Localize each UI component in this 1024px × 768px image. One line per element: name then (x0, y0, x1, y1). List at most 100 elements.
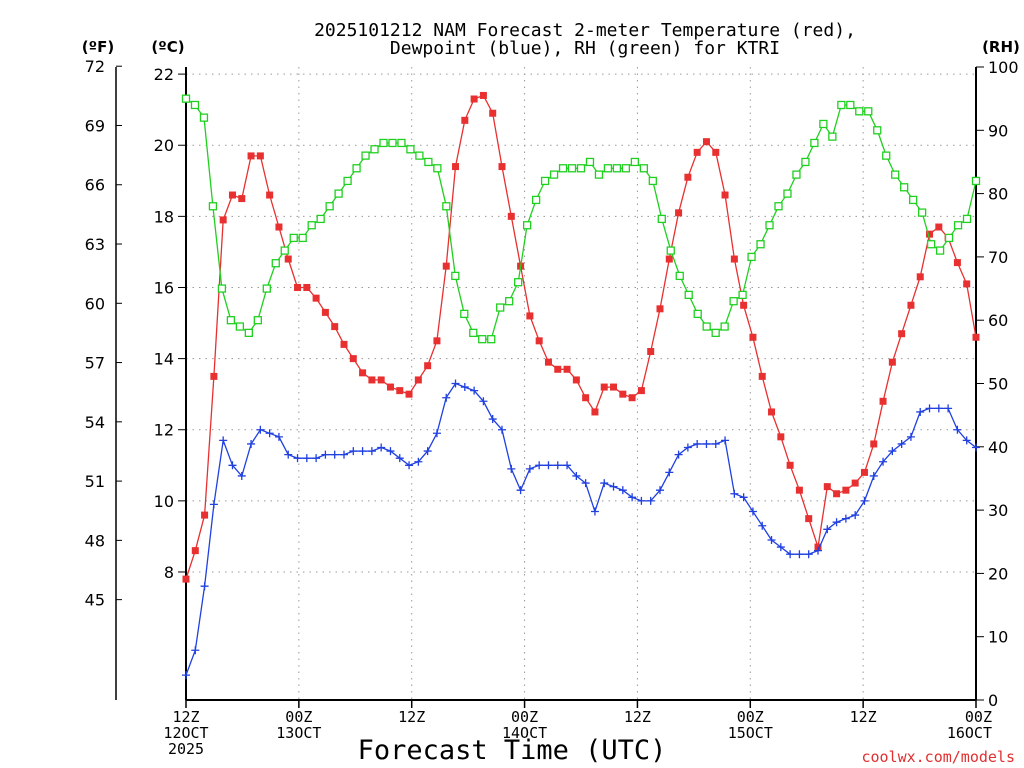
rh-axis-ticks: 0 10 20 30 40 50 60 70 80 90 100 (976, 58, 1019, 710)
temperature-point (201, 511, 209, 519)
dewpoint-point (600, 479, 609, 488)
dewpoint-point (525, 464, 534, 473)
dewpoint-point (274, 432, 283, 441)
dewpoint-point (888, 447, 897, 456)
chart-title: 2025101212 NAM Forecast 2-meter Temperat… (314, 20, 856, 41)
temperature-point (647, 347, 655, 355)
temperature-point (256, 152, 264, 160)
temperature-point (898, 330, 906, 338)
temperature-point (433, 337, 441, 345)
temperature-point (795, 486, 803, 494)
dewpoint-point (925, 404, 934, 413)
rh-point (442, 202, 451, 211)
temperature-point (823, 483, 831, 491)
dewpoint-point (721, 436, 730, 445)
dewpoint-point (823, 525, 832, 534)
series-plus (182, 379, 980, 680)
rh-point (882, 151, 891, 160)
dewpoint-point (730, 489, 739, 498)
rh-point (774, 202, 783, 211)
temperature-point (851, 479, 859, 487)
temperature-point (721, 191, 729, 199)
rh-point (594, 170, 604, 179)
rh-tick-label: 70 (988, 248, 1008, 267)
rh-point (909, 195, 918, 205)
dewpoint-point (498, 425, 506, 434)
unit-label-f: (ºF) (82, 38, 114, 56)
dewpoint-point (386, 447, 395, 456)
dewpoint-point (209, 500, 218, 509)
dewpoint-point (758, 521, 767, 530)
rh-point (540, 176, 550, 186)
dewpoint-point (312, 454, 321, 463)
rh-point (675, 271, 684, 281)
rh-tick-label: 20 (988, 564, 1008, 583)
rh-point (891, 170, 900, 179)
rh-point (496, 303, 505, 312)
temperature-point (340, 340, 348, 348)
f-tick-label: 69 (85, 116, 105, 135)
rh-point (738, 290, 747, 300)
rh-point (298, 233, 307, 243)
f-tick-label: 51 (85, 472, 105, 491)
temperature-point (610, 383, 618, 391)
rh-point (289, 233, 298, 243)
dewpoint-point (321, 450, 330, 459)
rh-point (217, 284, 227, 293)
temperature-point (628, 394, 636, 402)
temperature-point (833, 490, 841, 498)
rh-point (747, 252, 756, 262)
temperature-point (461, 116, 469, 124)
dewpoint-point (544, 461, 553, 470)
temperature-point (730, 255, 738, 263)
rh-point (756, 240, 765, 249)
rh-point (873, 126, 882, 135)
rh-point (693, 309, 702, 319)
time-tick-label: 12Z (172, 708, 199, 726)
dewpoint-point (563, 461, 572, 470)
gridlines (186, 67, 976, 700)
temperature-point (405, 390, 413, 398)
rh-tick-label: 0 (988, 691, 998, 710)
temperature-point (740, 301, 748, 309)
dewpoint-point (609, 482, 618, 491)
temperature-point (702, 138, 710, 146)
rh-point (603, 164, 613, 173)
dewpoint-point (665, 468, 674, 477)
temperature-point (507, 212, 515, 220)
temperature-point (935, 223, 943, 231)
rh-point (361, 151, 370, 160)
temperature-point (303, 283, 311, 291)
dewpoint-point (423, 447, 432, 456)
dewpoint-point (786, 550, 795, 559)
dewpoint-point (628, 493, 637, 502)
dewpoint-point (906, 432, 915, 441)
temperature-point (238, 195, 246, 203)
dewpoint-point (953, 425, 962, 434)
temperature-point (600, 383, 608, 391)
dewpoint-point (972, 443, 980, 452)
time-tick-label: 00Z (285, 708, 312, 726)
dewpoint-point (618, 486, 627, 495)
dewpoint-point (832, 518, 841, 527)
dewpoint-point (637, 496, 646, 505)
unit-label-rh: (RH) (982, 38, 1020, 56)
dewpoint-point (674, 450, 683, 459)
rh-point (639, 164, 648, 173)
rh-point (801, 157, 810, 167)
chart-subtitle: Dewpoint (blue), RH (green) for KTRI (390, 38, 780, 59)
series-layer (181, 91, 981, 680)
rh-point (181, 94, 191, 103)
f-tick-label: 45 (85, 591, 105, 610)
dewpoint-point (191, 646, 200, 655)
dewpoint-point (470, 386, 479, 395)
rh-point (962, 214, 972, 224)
rh-point (729, 297, 738, 306)
time-tick-label: 12Z (398, 708, 425, 726)
temperature-point (712, 148, 720, 156)
rh-point (810, 138, 819, 148)
rh-point (558, 164, 568, 173)
rh-point (864, 107, 873, 116)
temperature-point (675, 209, 683, 217)
